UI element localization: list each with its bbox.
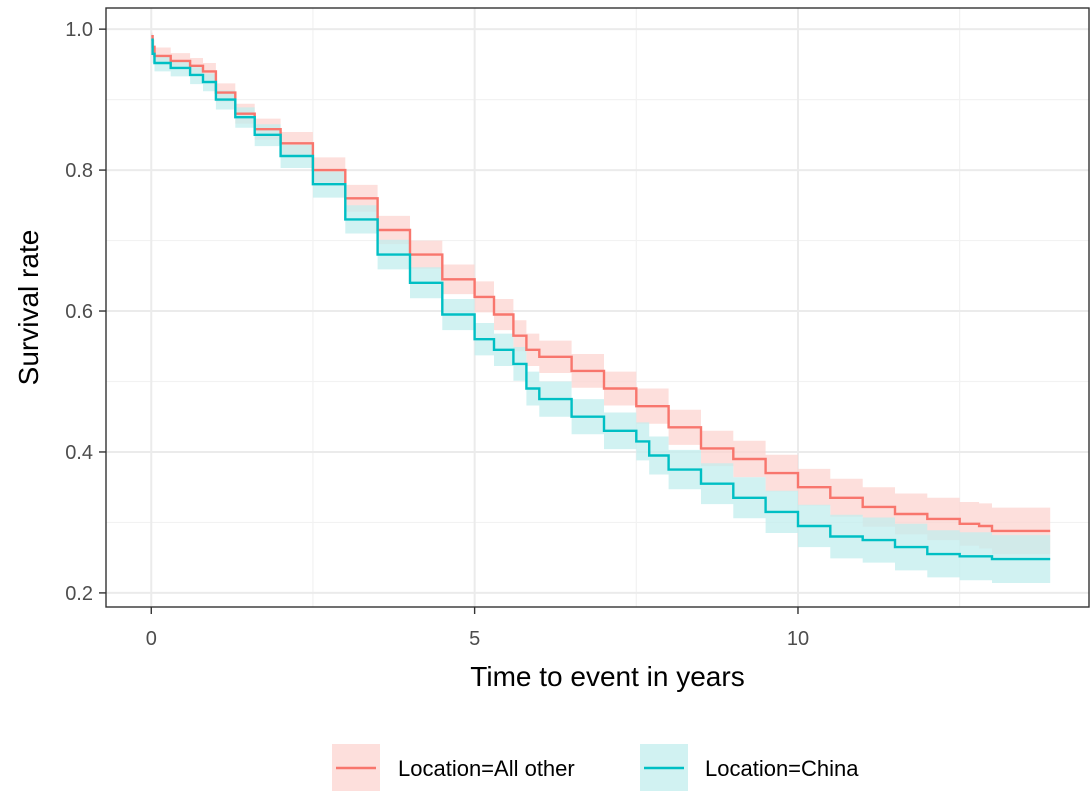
legend-label: Location=All other <box>398 756 575 781</box>
legend-label: Location=China <box>705 756 859 781</box>
x-tick-label: 5 <box>469 628 480 650</box>
y-tick-label: 0.8 <box>65 160 93 182</box>
y-tick-label: 1.0 <box>65 19 93 41</box>
x-axis-title: Time to event in years <box>470 661 744 692</box>
survival-line-series-1 <box>151 38 1051 561</box>
y-axis-ticks: 0.2 0.4 0.6 0.8 1.0 <box>65 19 106 605</box>
y-tick-label: 0.6 <box>65 301 93 323</box>
y-tick-label: 0.4 <box>65 442 93 464</box>
plot-panel-border <box>105 7 1090 608</box>
x-tick-label: 10 <box>787 628 809 650</box>
survival-lines <box>151 35 1051 561</box>
y-axis-title: Survival rate <box>13 230 44 386</box>
x-axis-ticks: 0 5 10 <box>146 607 809 650</box>
legend: Location=All other Location=China <box>332 744 859 791</box>
minor-gridlines <box>106 8 1089 607</box>
x-tick-label: 0 <box>146 628 157 650</box>
y-tick-label: 0.2 <box>65 583 93 605</box>
